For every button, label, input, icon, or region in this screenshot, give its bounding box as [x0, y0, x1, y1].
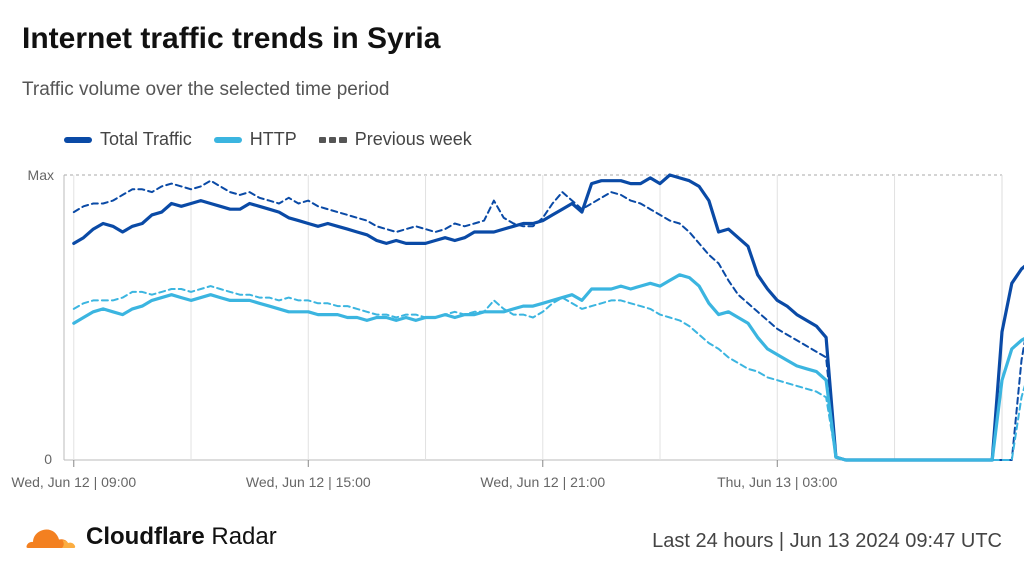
y-tick-label-max: Max	[28, 167, 54, 183]
brand-regular: Radar	[211, 523, 277, 550]
x-tick-label: Wed, Jun 12 | 09:00	[11, 474, 136, 490]
x-tick-label: Wed, Jun 12 | 21:00	[480, 474, 605, 490]
legend-item-previous-week[interactable]: Previous week	[318, 129, 472, 150]
total-traffic-swatch	[64, 136, 92, 143]
series-line-total-traffic	[72, 173, 1024, 462]
chart-subtitle: Traffic volume over the selected time pe…	[22, 79, 390, 100]
legend-label-previous-week: Previous week	[354, 129, 472, 149]
x-tick-label: Wed, Jun 12 | 15:00	[246, 474, 371, 490]
x-tick-label: Thu, Jun 13 | 03:00	[717, 474, 838, 490]
brand-name: Cloudflare Radar	[86, 523, 277, 551]
brand-block[interactable]: Cloudflare Radar	[22, 523, 277, 551]
y-tick-label-zero: 0	[44, 451, 52, 467]
time-period-label: Last 24 hours | Jun 13 2024 09:47 UTC	[652, 530, 1002, 552]
legend: Total Traffic HTTP Previous week	[64, 129, 472, 150]
series-line-previous-week-2	[72, 179, 1024, 461]
previous-week-swatch	[318, 136, 347, 143]
legend-item-http[interactable]: HTTP	[213, 129, 297, 150]
series-line-http	[72, 273, 1024, 462]
cloudflare-cloud-icon	[26, 529, 76, 548]
series-line-previous-week-3	[72, 285, 1024, 461]
brand-bold: Cloudflare	[86, 523, 205, 550]
legend-label-http: HTTP	[249, 129, 297, 149]
http-swatch	[213, 136, 242, 143]
legend-item-total-traffic[interactable]: Total Traffic	[64, 129, 192, 150]
legend-label-total-traffic: Total Traffic	[100, 129, 192, 149]
chart-title: Internet traffic trends in Syria	[22, 22, 441, 55]
